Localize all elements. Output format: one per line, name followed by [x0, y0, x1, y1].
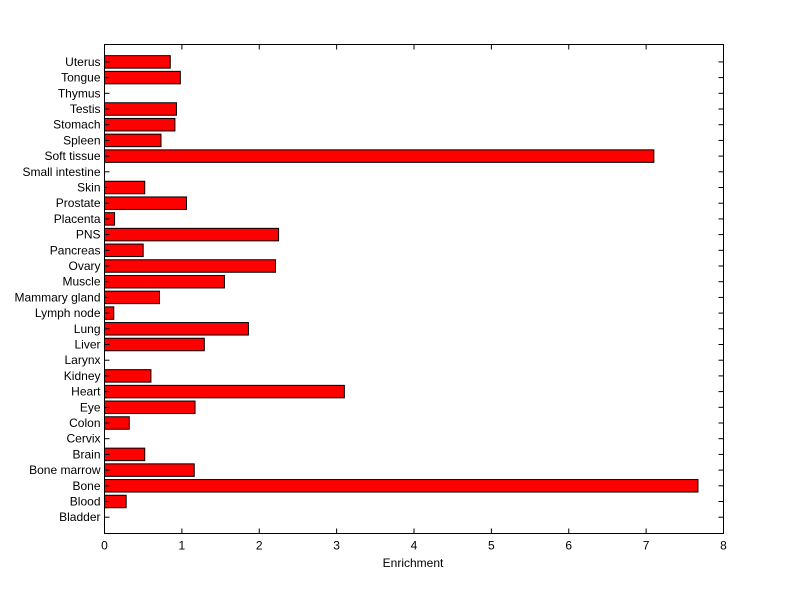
bar-spleen [104, 133, 162, 148]
bar-soft-tissue [104, 149, 655, 163]
bars-group [104, 55, 699, 509]
x-axis-label: Enrichment [383, 556, 444, 570]
y-tick-label-heart: Heart [71, 385, 101, 399]
x-tick-label: 3 [333, 539, 340, 553]
y-tick-label-testis: Testis [70, 102, 101, 116]
x-tick-label: 5 [488, 539, 495, 553]
bar-lung [104, 322, 249, 336]
bar-bone [104, 479, 699, 493]
y-tick-label-small-intestine: Small intestine [22, 165, 100, 179]
y-tick-label-pancreas: Pancreas [50, 243, 101, 257]
bar-mammary-gland [104, 290, 160, 305]
bar-skin [104, 180, 146, 195]
bar-heart [104, 384, 345, 399]
y-tick-label-thymus: Thymus [58, 86, 101, 100]
x-tick-label: 1 [179, 539, 186, 553]
x-tick-label: 7 [643, 539, 650, 553]
bar-pns [104, 227, 280, 242]
y-tick-label-colon: Colon [69, 416, 100, 430]
y-tick-label-tongue: Tongue [61, 71, 101, 85]
y-tick-label-uterus: Uterus [65, 55, 100, 69]
y-tick-label-ovary: Ovary [68, 259, 100, 273]
y-tick-label-lymph-node: Lymph node [35, 306, 101, 320]
bar-tongue [104, 70, 181, 85]
x-ticks-group: 0 1 2 3 4 5 6 7 8 [101, 44, 727, 553]
y-tick-label-bone-marrow: Bone marrow [29, 463, 101, 477]
bar-prostate [104, 196, 188, 210]
y-tick-label-pns: PNS [76, 228, 101, 242]
y-tick-label-blood: Blood [70, 495, 101, 509]
y-tick-label-brain: Brain [72, 447, 100, 461]
y-tick-label-muscle: Muscle [62, 275, 100, 289]
y-tick-label-spleen: Spleen [63, 133, 100, 147]
y-tick-label-cervix: Cervix [66, 432, 100, 446]
y-tick-label-placenta: Placenta [54, 212, 101, 226]
y-tick-label-prostate: Prostate [56, 196, 101, 210]
y-tick-label-kidney: Kidney [64, 369, 101, 383]
bar-kidney [104, 369, 152, 383]
y-tick-label-eye: Eye [80, 400, 101, 414]
bar-stomach [104, 117, 176, 132]
x-tick-label: 8 [720, 539, 727, 553]
bar-ovary [104, 259, 276, 273]
y-tick-label-skin: Skin [77, 181, 100, 195]
x-tick-label: 6 [565, 539, 572, 553]
bar-testis [104, 102, 177, 116]
x-tick-label: 2 [256, 539, 263, 553]
x-tick-label: 0 [101, 539, 108, 553]
bar-eye [104, 400, 196, 415]
bar-brain [104, 447, 146, 462]
plot-frame [104, 44, 724, 534]
y-tick-label-soft-tissue: Soft tissue [44, 149, 100, 163]
y-tick-label-bone: Bone [72, 479, 100, 493]
y-tick-label-larynx: Larynx [64, 353, 100, 367]
bar-liver [104, 337, 205, 352]
y-tick-label-bladder: Bladder [59, 510, 100, 524]
y-tick-label-lung: Lung [74, 322, 101, 336]
y-tick-label-stomach: Stomach [53, 118, 100, 132]
x-tick-label: 4 [411, 539, 418, 553]
y-tick-label-mammary-gland: Mammary gland [14, 290, 100, 304]
bar-pancreas [104, 243, 144, 258]
y-tick-label-liver: Liver [74, 338, 100, 352]
bar-muscle [104, 274, 225, 289]
bar-uterus [104, 55, 171, 69]
bar-bone-marrow [104, 463, 195, 477]
